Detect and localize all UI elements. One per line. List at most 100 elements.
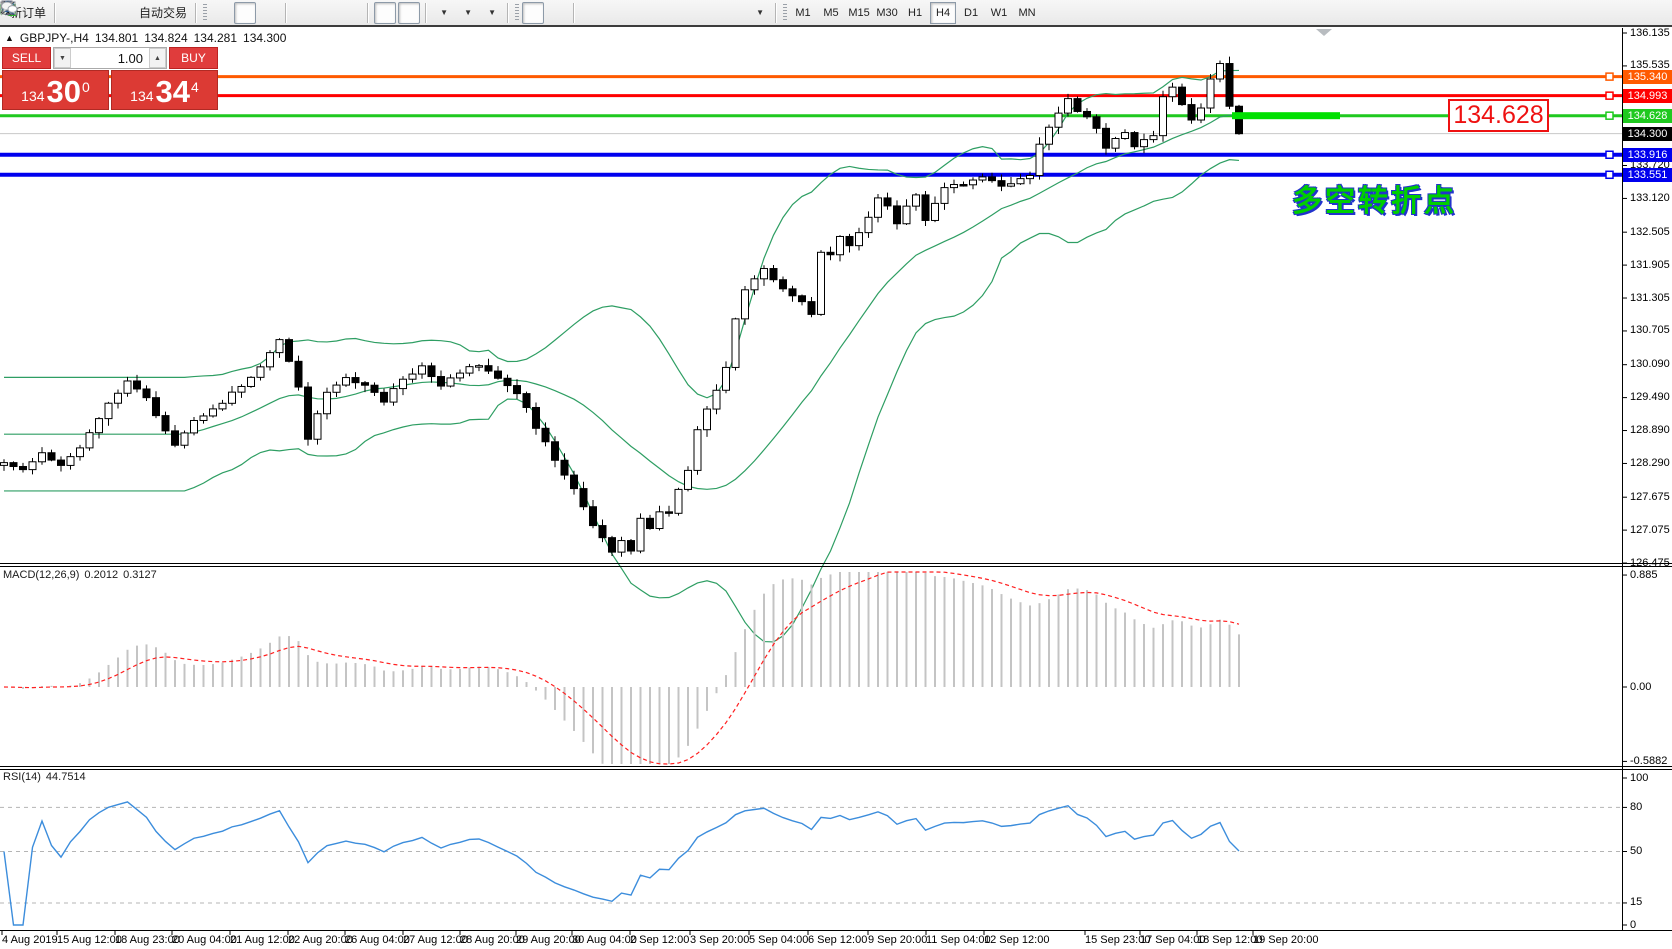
rsi-line	[3, 801, 1240, 926]
buy-button[interactable]: BUY	[169, 47, 218, 69]
price-tick-label: 128.290	[1630, 456, 1670, 469]
tf-w1-button[interactable]: W1	[990, 6, 1008, 19]
sell-price-prefix: 134	[21, 88, 45, 104]
candle-body	[370, 384, 379, 393]
chat-icon	[1, 1, 18, 16]
candle-body	[969, 179, 977, 186]
auto-trading-label: 自动交易	[139, 6, 188, 20]
candle-body	[85, 432, 94, 449]
macd-name: MACD(12,26,9)	[3, 569, 80, 581]
tf-d1-button[interactable]: D1	[964, 6, 979, 19]
price-badge: 133.551	[1623, 167, 1672, 182]
tf-m5-button[interactable]: M5	[823, 6, 839, 19]
toolbar-grip[interactable]	[515, 3, 520, 22]
candle-body	[237, 385, 246, 393]
candle-body	[323, 391, 331, 415]
toolbar-grip[interactable]	[783, 3, 788, 22]
candle-body	[228, 391, 236, 404]
sell-price-button[interactable]: 134 30 0	[2, 70, 109, 110]
line-handle[interactable]	[1605, 111, 1614, 120]
candle-body	[522, 393, 531, 408]
sell-button[interactable]: SELL	[2, 47, 51, 69]
tf-m1-button[interactable]: M1	[795, 6, 811, 19]
candle-body	[57, 459, 65, 466]
candle-body	[1035, 143, 1044, 176]
price-tick-label: 128.890	[1630, 424, 1670, 437]
candle-body	[123, 380, 132, 394]
candle-body	[1178, 86, 1186, 106]
time-axis-label: 3 Sep 20:00	[690, 934, 750, 946]
tf-h1-button[interactable]: H1	[908, 6, 923, 19]
candle-body	[1111, 138, 1120, 149]
candle-body	[674, 488, 683, 514]
candle-body	[1149, 135, 1158, 141]
price-tick-label: 131.905	[1630, 258, 1670, 271]
candle-body	[256, 366, 265, 378]
candle-body	[845, 235, 854, 247]
collapse-panel-icon[interactable]: ▲	[5, 33, 14, 43]
volume-input[interactable]: 1.00	[117, 50, 143, 66]
time-axis-label: 12 Sep 12:00	[984, 934, 1050, 946]
time-axis-label: 19 Sep 20:00	[1253, 934, 1319, 946]
candle-body	[19, 466, 27, 471]
candle-body	[313, 413, 322, 440]
candle-body	[513, 385, 521, 395]
separator	[195, 2, 198, 23]
candle-body	[532, 406, 540, 429]
buy-price-button[interactable]: 134 34 4	[111, 70, 218, 110]
price-tick-label: 127.075	[1630, 523, 1670, 536]
tf-mn-button[interactable]: MN	[1018, 6, 1036, 19]
candle-body	[760, 268, 768, 280]
price-tick-label: 133.120	[1630, 191, 1670, 204]
candle-body	[560, 459, 569, 476]
price-badge: 134.993	[1623, 88, 1672, 103]
line-handle[interactable]	[1605, 170, 1614, 180]
time-axis-label: 5 Sep 04:00	[749, 934, 809, 946]
price-tick-label: 132.505	[1630, 225, 1670, 238]
price-tag-box[interactable]: 134.628	[1448, 99, 1549, 132]
candle-body	[988, 176, 996, 182]
toolbar-grip[interactable]	[203, 3, 208, 22]
time-axis-label: 11 Sep 04:00	[926, 934, 991, 946]
candle-body	[598, 525, 607, 539]
candle-body	[1206, 78, 1215, 109]
candle-body	[484, 365, 493, 372]
line-handle[interactable]	[1605, 91, 1614, 100]
candle-body	[608, 537, 616, 553]
tf-m30-button[interactable]: M30	[876, 6, 898, 19]
candle-body	[1216, 63, 1224, 80]
candle-body	[209, 408, 217, 417]
tf-m15-button[interactable]: M15	[848, 6, 870, 19]
candle-body	[750, 278, 759, 291]
sell-price-sup: 0	[82, 79, 90, 95]
price-tick-label: 126.475	[1630, 556, 1670, 569]
candle-body	[826, 251, 835, 256]
support-highlight-bar[interactable]	[1232, 112, 1340, 120]
candle-body	[1083, 110, 1091, 118]
candle-body	[655, 511, 664, 530]
candle-body	[456, 372, 464, 379]
candle-body	[0, 462, 8, 466]
chevron-down-icon: ▼	[488, 8, 496, 17]
volume-decrease-button[interactable]: ▼	[54, 48, 71, 68]
chart-shift-marker[interactable]	[1316, 29, 1332, 36]
sell-price-big: 30	[46, 74, 82, 109]
candle-body	[1092, 116, 1101, 129]
volume-increase-button[interactable]: ▲	[149, 48, 166, 68]
line-handle[interactable]	[1605, 150, 1614, 160]
bollinger-band-line	[4, 114, 1240, 490]
candle-body	[332, 384, 341, 393]
bollinger-band-line	[4, 69, 1240, 399]
tf-h4-button[interactable]: H4	[930, 1, 957, 24]
symbol-period: GBPJPY-,H4	[19, 31, 89, 45]
candle-body	[76, 447, 84, 458]
time-axis-label: 2 Sep 12:00	[630, 934, 690, 946]
time-axis-label: 15 Aug 12:00	[57, 934, 122, 946]
candle-body	[940, 187, 949, 204]
chat-button[interactable]	[1, 1, 1665, 24]
separator	[573, 2, 576, 23]
line-handle[interactable]	[1605, 72, 1614, 81]
macd-tick-label: 0.885	[1630, 568, 1658, 581]
time-axis-label: 20 Aug 04:00	[172, 934, 237, 946]
